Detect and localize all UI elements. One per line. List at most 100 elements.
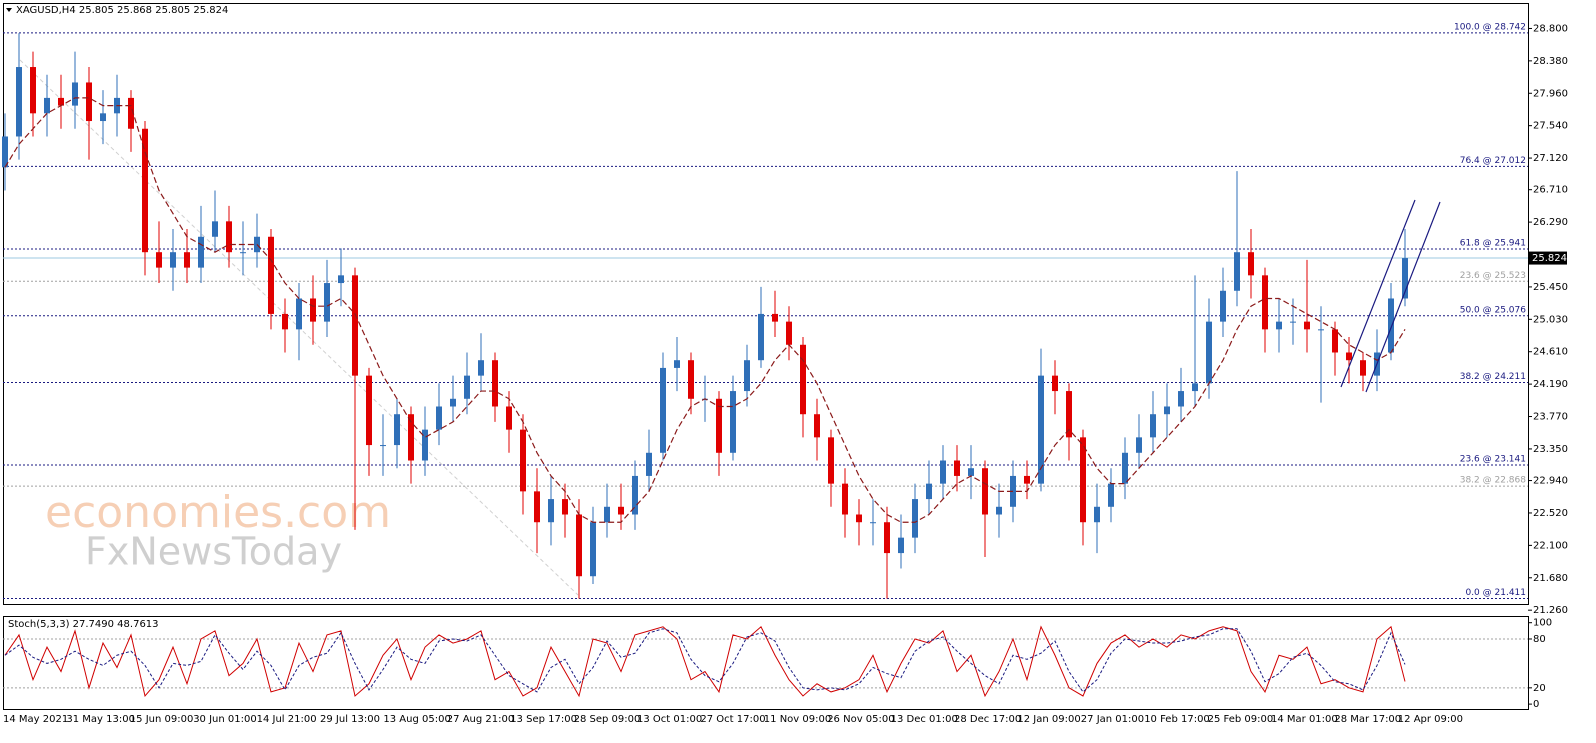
candle-body [16, 67, 22, 137]
fib-level-label: 38.2 @ 24.211 [1460, 372, 1526, 382]
candle-body [590, 522, 596, 577]
candle-body [198, 236, 204, 268]
candle-body [520, 429, 526, 492]
x-tick-label: 13 Oct 01:00 [637, 714, 702, 725]
candle-body [1276, 321, 1282, 330]
candle-body [464, 375, 470, 399]
candle-body [926, 483, 932, 500]
fib-level-label: 100.0 @ 28.742 [1454, 22, 1526, 32]
candle-body [954, 460, 960, 476]
candle-body [688, 360, 694, 399]
price-panel [3, 3, 1529, 605]
candle-body [814, 414, 820, 438]
candle-body [940, 460, 946, 484]
y-tick-label: 27.540 [1533, 121, 1568, 132]
candle-body [1136, 437, 1142, 453]
candle-body [1080, 437, 1086, 523]
candle-body [842, 483, 848, 515]
candle-body [310, 298, 316, 322]
x-tick-label: 27 Jan 01:00 [1081, 714, 1144, 725]
candle-body [422, 429, 428, 461]
candle-body [1402, 258, 1408, 299]
y-tick-label: 21.260 [1533, 605, 1568, 616]
y-tick-label: 23.350 [1533, 444, 1568, 455]
candle-body [44, 97, 50, 114]
candle-body [240, 252, 246, 254]
candle-body [338, 275, 344, 284]
price-plot: 100.0 @ 28.742 76.4 @ 27.012 61.8 @ 25.941… [2, 22, 1528, 600]
x-tick-label: 26 Nov 05:00 [827, 714, 894, 725]
watermark: economies.com FxNewsToday [45, 487, 391, 574]
watermark-text: economies.com [45, 487, 391, 538]
x-tick-label: 28 Dec 17:00 [954, 714, 1021, 725]
fib-level-label: 61.8 @ 25.941 [1460, 239, 1526, 249]
candle-body [2, 136, 8, 168]
candle-body [856, 514, 862, 523]
candle-body [1122, 452, 1128, 484]
y-tick-label: 26.290 [1533, 217, 1568, 228]
candle-body [632, 475, 638, 515]
stoch-line [4, 628, 1406, 693]
candle-body [618, 506, 624, 515]
candle-body [268, 236, 274, 314]
x-tick-label: 13 Aug 05:00 [383, 714, 450, 725]
x-tick-label: 10 Feb 17:00 [1144, 714, 1210, 725]
x-tick-label: 28 Sep 09:00 [574, 714, 641, 725]
candle-body [1066, 391, 1072, 438]
candle-body [408, 414, 414, 461]
x-tick-label: 31 May 13:00 [66, 714, 135, 725]
candle-body [1290, 321, 1296, 323]
fib-level-label: 50.0 @ 25.076 [1460, 305, 1527, 315]
candle-body [912, 499, 918, 538]
candle-body [1108, 483, 1114, 507]
fib-level-label: 76.4 @ 27.012 [1460, 156, 1526, 166]
x-tick-label: 14 May 2021 [3, 714, 68, 725]
candle-body [156, 252, 162, 268]
moving-average [4, 97, 1406, 523]
candle-body [758, 313, 764, 361]
candle-body [800, 344, 806, 415]
x-tick-label: 27 Oct 17:00 [700, 714, 765, 725]
candle-body [324, 283, 330, 322]
candle-body [1262, 275, 1268, 330]
stoch-line [4, 625, 1406, 698]
candle-body [548, 499, 554, 523]
candle-body [492, 360, 498, 407]
candle-body [282, 313, 288, 330]
y-tick-label: 20 [1533, 683, 1546, 694]
watermark-text: FxNewsToday [85, 530, 342, 574]
y-tick-label: 25.450 [1533, 282, 1568, 293]
stoch-plot [3, 625, 1528, 698]
candle-body [366, 375, 372, 446]
candle-body [1094, 506, 1100, 523]
candle-body [716, 398, 722, 453]
menu-arrow[interactable] [6, 8, 12, 12]
fib-level-label: 23.6 @ 25.523 [1460, 271, 1526, 281]
candle-body [170, 252, 176, 268]
y-tick-label: 28.800 [1533, 23, 1568, 34]
candle-body [1360, 360, 1366, 376]
candle-body [884, 522, 890, 554]
candle-body [1388, 298, 1394, 353]
candle-body [646, 452, 652, 476]
y-tick-label: 0 [1533, 699, 1539, 710]
candle-body [1318, 329, 1324, 331]
y-tick-label: 80 [1533, 634, 1546, 645]
candle-body [1150, 414, 1156, 438]
fib-level-label: 38.2 @ 22.868 [1460, 476, 1527, 486]
candle-body [744, 360, 750, 392]
x-tick-label: 15 Jun 09:00 [130, 714, 194, 725]
x-tick-label: 28 Mar 17:00 [1334, 714, 1401, 725]
last-price-box [1529, 251, 1567, 265]
candle-body [660, 367, 666, 453]
x-tick-label: 12 Jan 09:00 [1017, 714, 1080, 725]
x-tick-label: 11 Nov 09:00 [764, 714, 831, 725]
candle-body [1178, 391, 1184, 407]
candle-body [436, 406, 442, 430]
y-tick-label: 22.100 [1533, 540, 1568, 551]
candle-body [1332, 329, 1338, 353]
channel-line [1365, 201, 1441, 393]
candle-body [730, 391, 736, 453]
